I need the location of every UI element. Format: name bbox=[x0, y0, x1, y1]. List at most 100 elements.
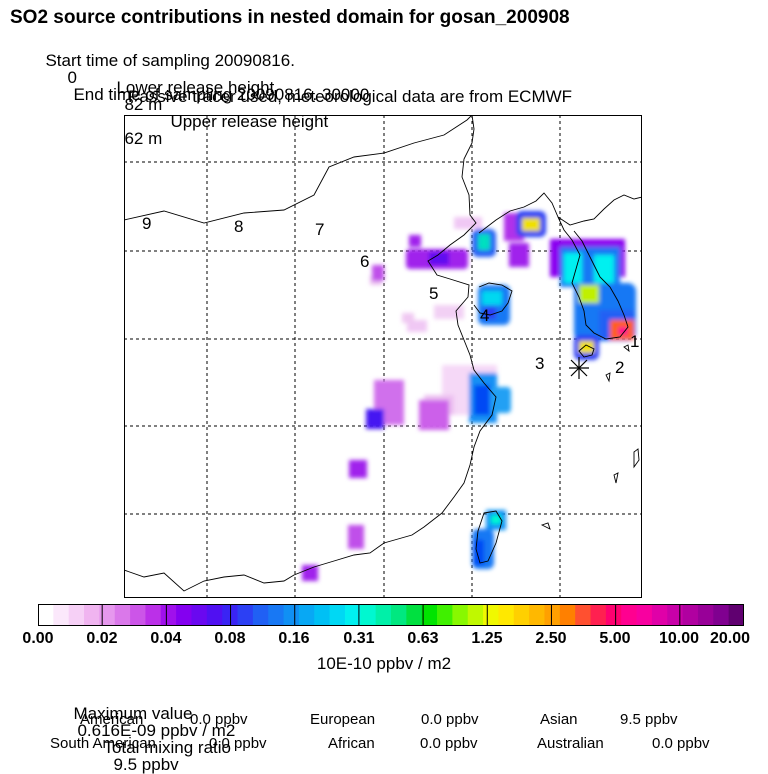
colorbar-swatch bbox=[329, 604, 346, 626]
colorbar-tick: 0.31 bbox=[343, 630, 375, 647]
chart-title: SO2 source contributions in nested domai… bbox=[10, 7, 570, 28]
south-american-label: South American bbox=[50, 735, 156, 752]
colorbar-swatch bbox=[621, 604, 638, 626]
colorbar-swatch bbox=[667, 604, 684, 626]
region-label-1: 1 bbox=[630, 332, 639, 351]
region-label-2: 2 bbox=[615, 358, 624, 377]
colorbar-swatch bbox=[53, 604, 70, 626]
colorbar-swatch bbox=[437, 604, 453, 626]
colorbar-tick: 0.04 bbox=[150, 630, 182, 647]
colorbar-swatch bbox=[84, 604, 100, 626]
south-american-value: 0.0 ppbv bbox=[209, 735, 267, 752]
colorbar-unit: 10E-10 ppbv / m2 bbox=[316, 654, 452, 673]
region-label-8: 8 bbox=[234, 217, 243, 236]
colorbar-ticks: 0.00 0.02 0.04 0.08 0.16 0.31 0.63 1.25 … bbox=[0, 630, 768, 650]
colorbar-swatch bbox=[314, 604, 331, 626]
colorbar-frame bbox=[38, 604, 744, 626]
colorbar-swatch bbox=[268, 604, 285, 626]
colorbar-swatch bbox=[38, 604, 54, 626]
colorbar-tick: 1.25 bbox=[471, 630, 503, 647]
colorbar-swatch bbox=[636, 604, 653, 626]
concentration-field bbox=[302, 211, 636, 581]
colorbar-swatch bbox=[114, 604, 131, 626]
colorbar-swatch bbox=[498, 604, 515, 626]
colorbar bbox=[38, 604, 744, 626]
region-label-4: 4 bbox=[480, 306, 489, 325]
colorbar-swatch bbox=[160, 604, 177, 626]
colorbar-swatch bbox=[206, 604, 223, 626]
colorbar-swatch bbox=[590, 604, 607, 626]
tracer-note: Passive tracer used, meteorological data… bbox=[128, 87, 573, 106]
max-value: 0.616E-09 ppbv / m2 bbox=[77, 721, 236, 740]
colorbar-swatch bbox=[68, 604, 85, 626]
region-label-7: 7 bbox=[315, 220, 324, 239]
colorbar-swatch bbox=[728, 604, 744, 626]
colorbar-swatch bbox=[191, 604, 208, 626]
colorbar-tick: 2.50 bbox=[535, 630, 567, 647]
region-label-5: 5 bbox=[429, 284, 438, 303]
map-frame bbox=[124, 115, 642, 598]
receptor-marker bbox=[569, 357, 589, 379]
colorbar-swatch bbox=[575, 604, 592, 626]
lower-release-label: Lower release height bbox=[116, 78, 275, 97]
coastline bbox=[124, 115, 642, 592]
colorbar-swatch bbox=[237, 604, 254, 626]
colorbar-swatch bbox=[483, 604, 500, 626]
australian-label: Australian bbox=[537, 735, 604, 752]
total-mixing-value: 9.5 ppbv bbox=[113, 755, 179, 774]
australian-value: 0.0 ppbv bbox=[652, 735, 710, 752]
region-label-3: 3 bbox=[535, 354, 544, 373]
colorbar-swatch bbox=[605, 604, 622, 626]
lower-release-value: 82 m bbox=[124, 95, 163, 114]
colorbar-swatch bbox=[513, 604, 530, 626]
colorbar-tick: 20.00 bbox=[709, 630, 751, 647]
colorbar-swatch bbox=[99, 604, 116, 626]
american-value: 0.0 ppbv bbox=[190, 711, 248, 728]
upper-release-value: 62 m bbox=[124, 129, 163, 148]
colorbar-swatch bbox=[544, 604, 561, 626]
african-label: African bbox=[328, 735, 375, 752]
colorbar-swatch bbox=[406, 604, 423, 626]
colorbar-swatch bbox=[375, 604, 392, 626]
sampling-time-line: Start time of sampling 20090816. 0 End t… bbox=[36, 35, 369, 103]
start-time-label: Start time of sampling 20090816. bbox=[45, 51, 295, 70]
colorbar-swatch bbox=[467, 604, 484, 626]
colorbar-tick: 0.16 bbox=[278, 630, 310, 647]
colorbar-tick: 10.00 bbox=[658, 630, 700, 647]
colorbar-swatch bbox=[130, 604, 147, 626]
american-label: American bbox=[80, 711, 144, 728]
release-height-line: Lower release height 82 m Upper release … bbox=[107, 62, 328, 147]
colorbar-swatch bbox=[559, 604, 576, 626]
colorbar-swatch bbox=[360, 604, 377, 626]
colorbar-tick: 0.08 bbox=[214, 630, 246, 647]
european-value: 0.0 ppbv bbox=[421, 711, 479, 728]
start-time-value: 0 bbox=[67, 68, 77, 87]
colorbar-swatch bbox=[391, 604, 407, 626]
colorbar-swatch bbox=[682, 604, 699, 626]
colorbar-tick: 0.02 bbox=[86, 630, 118, 647]
max-value-label: Maximum value bbox=[73, 704, 193, 723]
end-time-label: End time of sampling 20090816. 30000 bbox=[73, 85, 370, 104]
colorbar-swatch bbox=[713, 604, 730, 626]
total-mixing-label: Total mixing ratio bbox=[103, 738, 232, 757]
map-grid bbox=[124, 115, 642, 598]
colorbar-tick: 0.00 bbox=[22, 630, 54, 647]
upper-release-label: Upper release height bbox=[170, 112, 329, 131]
colorbar-swatch bbox=[283, 604, 300, 626]
asian-value: 9.5 ppbv bbox=[620, 711, 678, 728]
african-value: 0.0 ppbv bbox=[420, 735, 478, 752]
region-label-6: 6 bbox=[360, 252, 369, 271]
colorbar-swatch bbox=[651, 604, 668, 626]
colorbar-swatch bbox=[452, 604, 469, 626]
asian-label: Asian bbox=[540, 711, 578, 728]
colorbar-swatch bbox=[344, 604, 361, 626]
summary-line: Maximum value 0.616E-09 ppbv / m2 Total … bbox=[64, 688, 235, 773]
colorbar-swatch bbox=[421, 604, 438, 626]
map-plot: 1 2 3 4 5 6 7 8 9 bbox=[124, 115, 642, 598]
european-label: European bbox=[310, 711, 376, 728]
colorbar-swatch bbox=[529, 604, 546, 626]
colorbar-swatch bbox=[252, 604, 269, 626]
region-label-9: 9 bbox=[142, 214, 151, 233]
colorbar-swatch bbox=[176, 604, 193, 626]
colorbar-swatch bbox=[298, 604, 315, 626]
